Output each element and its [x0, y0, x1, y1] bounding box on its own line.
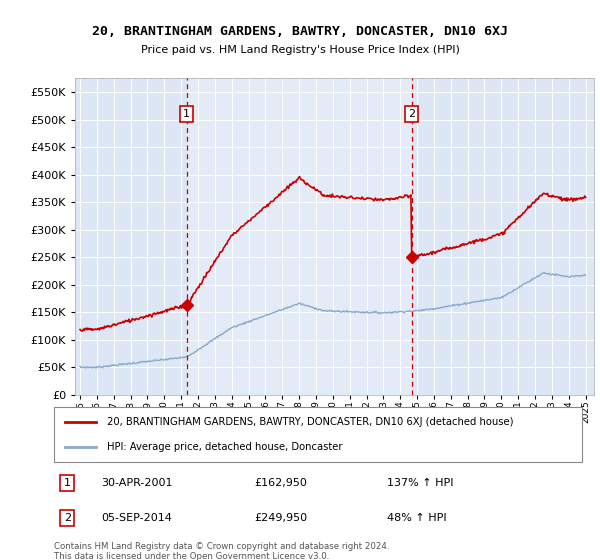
FancyBboxPatch shape: [54, 407, 582, 462]
Text: 137% ↑ HPI: 137% ↑ HPI: [386, 478, 453, 488]
Text: 2: 2: [64, 513, 71, 523]
Text: 20, BRANTINGHAM GARDENS, BAWTRY, DONCASTER, DN10 6XJ: 20, BRANTINGHAM GARDENS, BAWTRY, DONCAST…: [92, 25, 508, 38]
Text: Contains HM Land Registry data © Crown copyright and database right 2024.
This d: Contains HM Land Registry data © Crown c…: [54, 542, 389, 560]
Text: 48% ↑ HPI: 48% ↑ HPI: [386, 513, 446, 523]
Text: £249,950: £249,950: [254, 513, 308, 523]
Text: 1: 1: [64, 478, 71, 488]
Text: 2: 2: [408, 109, 415, 119]
Text: 30-APR-2001: 30-APR-2001: [101, 478, 173, 488]
Bar: [187, 78, 412, 395]
Text: 20, BRANTINGHAM GARDENS, BAWTRY, DONCASTER, DN10 6XJ (detached house): 20, BRANTINGHAM GARDENS, BAWTRY, DONCAST…: [107, 417, 513, 427]
Text: HPI: Average price, detached house, Doncaster: HPI: Average price, detached house, Donc…: [107, 442, 342, 452]
Text: Price paid vs. HM Land Registry's House Price Index (HPI): Price paid vs. HM Land Registry's House …: [140, 45, 460, 55]
Text: 1: 1: [183, 109, 190, 119]
Text: £162,950: £162,950: [254, 478, 308, 488]
Text: 05-SEP-2014: 05-SEP-2014: [101, 513, 172, 523]
